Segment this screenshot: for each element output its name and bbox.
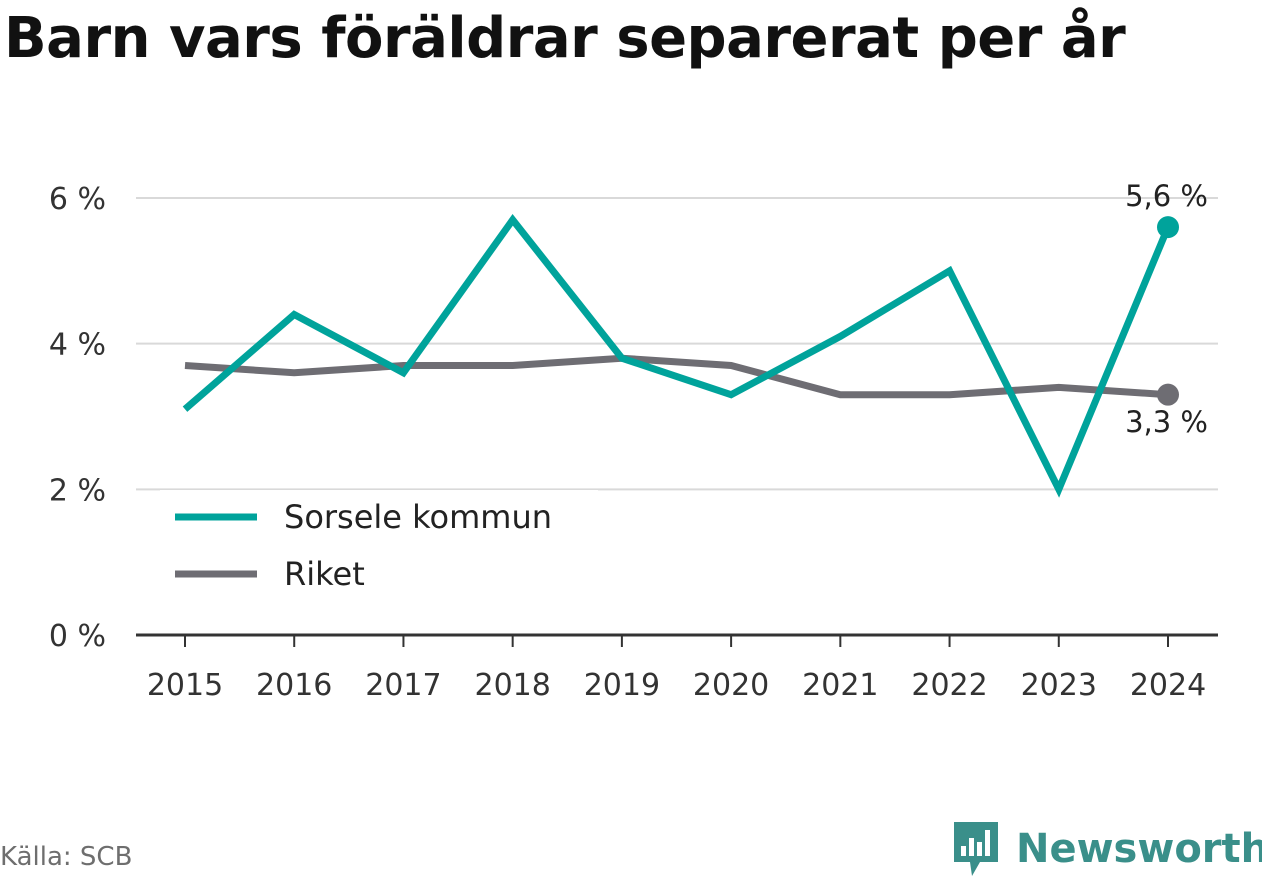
x-axis: 2015 2016 2017 2018 2019 2020 2021 2022 2023 2024	[136, 633, 1218, 703]
y-tick-label: 4 %	[49, 328, 106, 363]
y-tick-label: 0 %	[49, 619, 106, 654]
grid-lines	[136, 197, 1218, 491]
end-label-riket: 3,3 %	[1125, 405, 1208, 439]
x-tick-label: 2017	[365, 668, 441, 703]
chart-title: Barn vars föräldrar separerat per år	[4, 6, 1126, 71]
end-labels: 5,6 % 3,3 %	[1125, 179, 1208, 439]
x-tick-label: 2023	[1021, 668, 1097, 703]
x-tick-label: 2016	[256, 668, 332, 703]
legend: Sorsele kommun Riket	[160, 490, 598, 605]
x-tick-label: 2019	[584, 668, 660, 703]
series-lines	[182, 213, 1179, 498]
source-note: Källa: SCB	[0, 842, 133, 872]
legend-label-0: Sorsele kommun	[284, 498, 552, 536]
series-end-point-0	[1157, 216, 1179, 239]
y-tick-label: 6 %	[49, 182, 106, 217]
y-tick-label: 2 %	[49, 473, 106, 508]
brand-logo: Newsworthy	[950, 818, 1262, 880]
x-tick-label: 2021	[802, 668, 878, 703]
series-end-point-1	[1157, 383, 1179, 406]
y-axis-ticks: 0 % 2 % 4 % 6 %	[49, 182, 106, 654]
legend-background	[160, 490, 598, 605]
x-tick-label: 2015	[147, 668, 223, 703]
x-tick-label: 2022	[911, 668, 987, 703]
x-tick-label: 2024	[1130, 668, 1206, 703]
newsworthy-chart-logo-icon	[954, 822, 998, 876]
x-tick-label: 2018	[474, 668, 550, 703]
end-label-sorsele: 5,6 %	[1125, 179, 1208, 213]
series-line-0	[182, 213, 1172, 498]
legend-label-1: Riket	[284, 555, 365, 593]
brand-name: Newsworthy	[1016, 826, 1262, 872]
x-tick-label: 2020	[693, 668, 769, 703]
series-line-1	[184, 354, 1169, 399]
